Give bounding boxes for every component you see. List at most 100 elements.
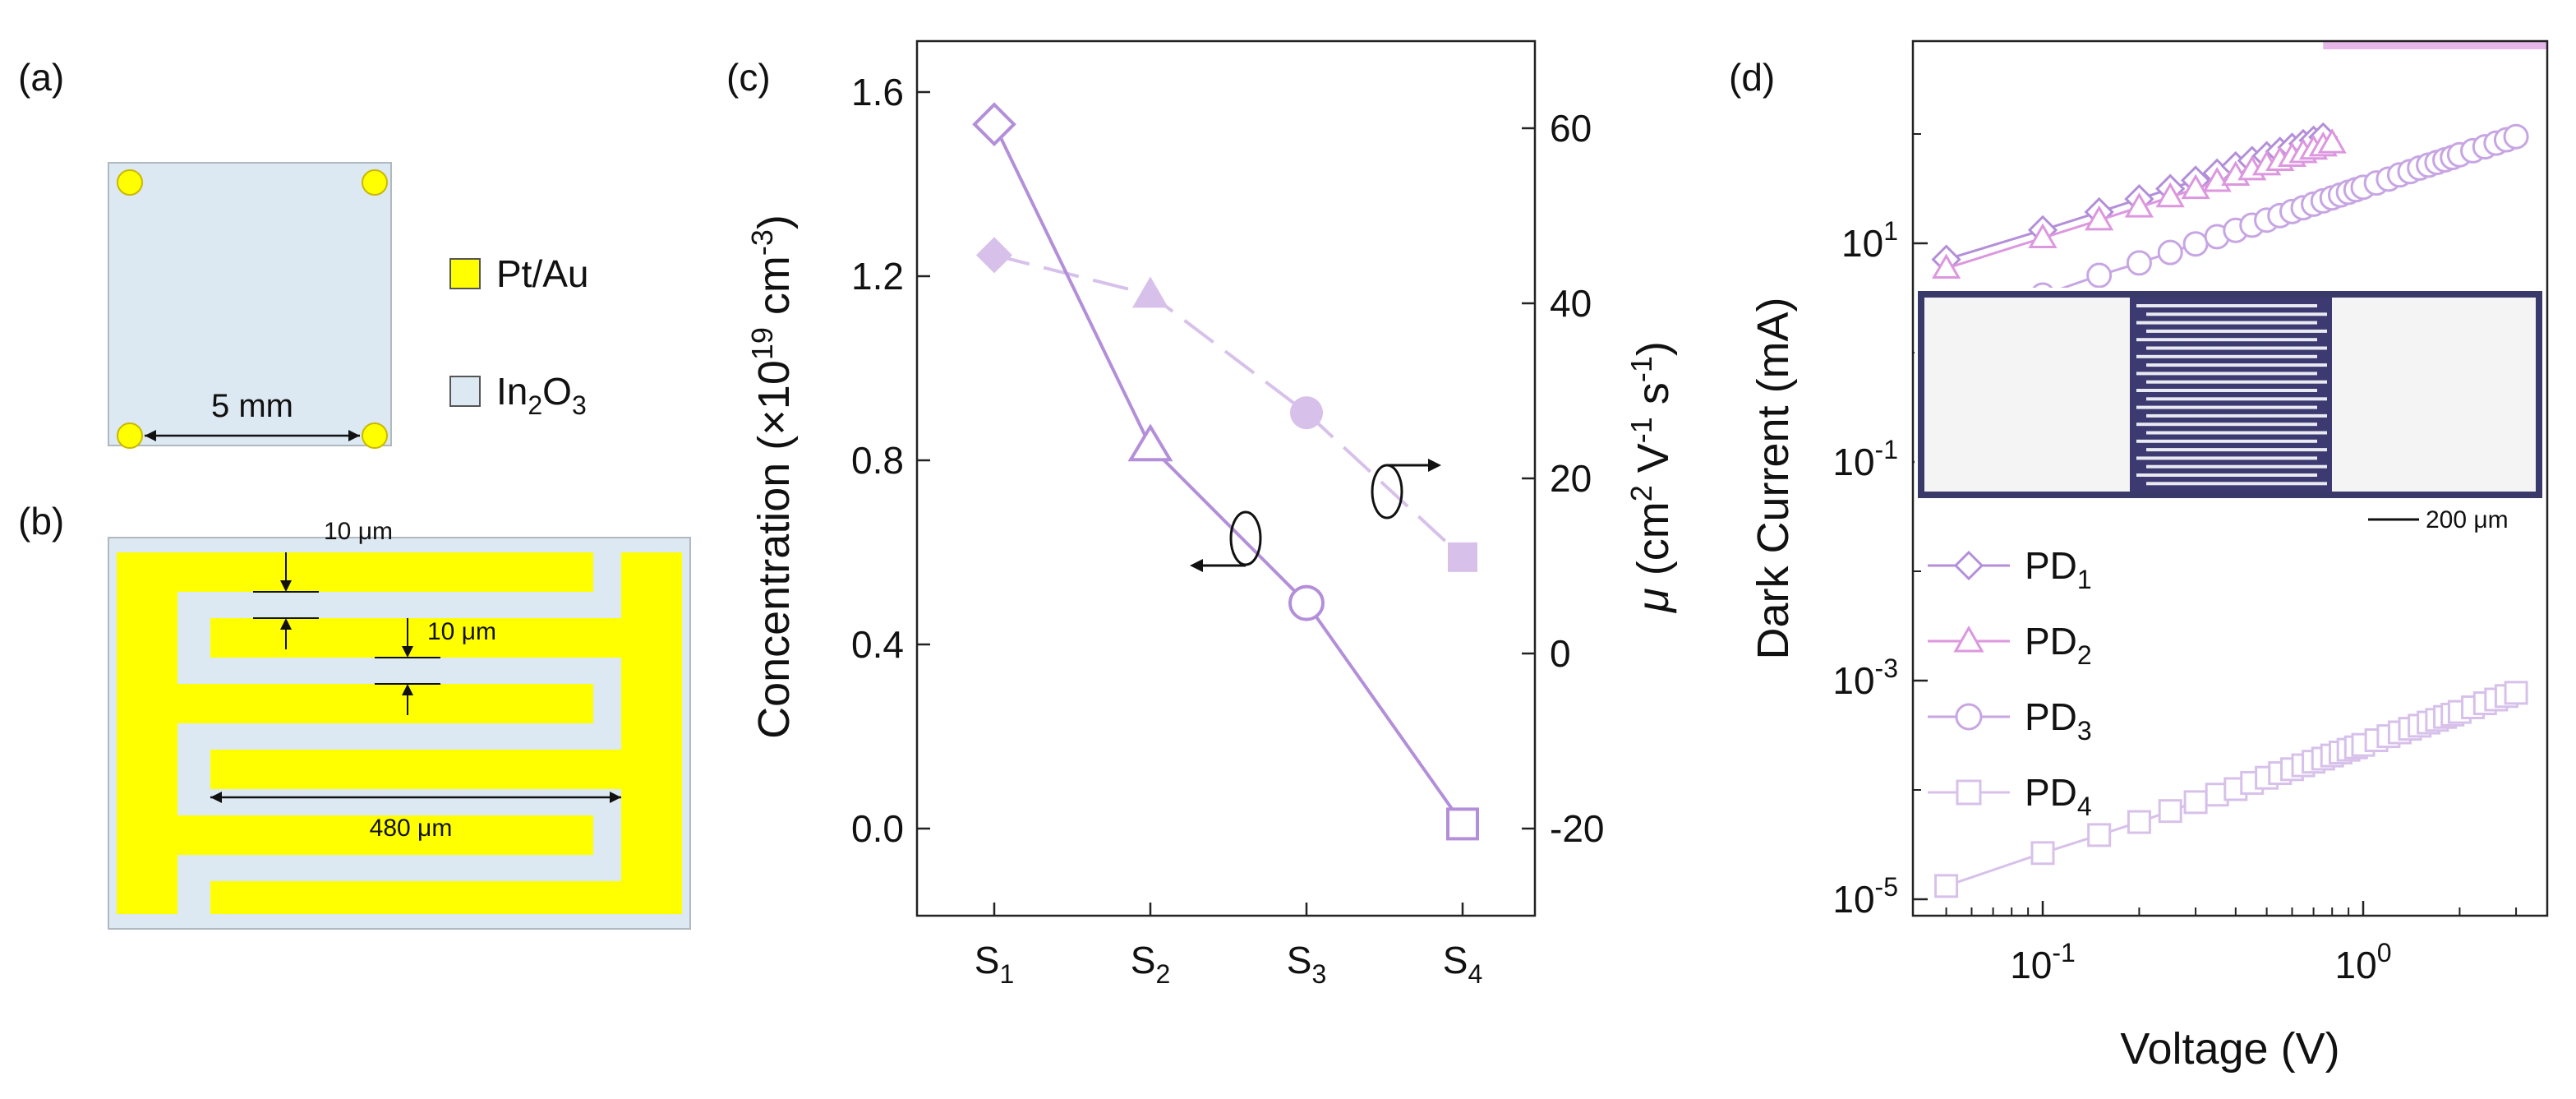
legend-swatch-in2o3 xyxy=(449,376,481,407)
ytick-right-label: 20 xyxy=(1550,457,1592,500)
chart-c-ylabel-right: μ (cm2 V-1 s-1) xyxy=(1624,341,1678,614)
inset-finger-gap xyxy=(2146,312,2327,316)
inset-finger-gap xyxy=(2136,473,2317,477)
concentration-line xyxy=(993,123,1464,825)
gap2-arrowhead-down xyxy=(402,646,413,658)
chart-d-xlabel: Voltage (V) xyxy=(2120,1024,2339,1074)
corner-contact-tl xyxy=(117,169,143,196)
ytick-right-label: -20 xyxy=(1550,807,1604,850)
xtick-label-s2: S2 xyxy=(1131,939,1170,989)
inset-finger-gap xyxy=(2146,346,2327,350)
panel-c-label: (c) xyxy=(726,56,771,99)
data-point-circle xyxy=(2503,123,2529,150)
left-finger-3 xyxy=(177,815,593,855)
inset-finger-gap xyxy=(2136,304,2317,307)
chart-c-frame xyxy=(915,39,1537,917)
data-point-square xyxy=(2030,841,2055,866)
substrate-square xyxy=(108,162,392,446)
panel-a-legend: Pt/Au In2O3 xyxy=(449,252,589,420)
chart-d-frame xyxy=(1911,39,2549,917)
legend-label-pd4: PD4 xyxy=(2025,771,2092,821)
corner-contact-br xyxy=(362,423,388,449)
panel-b-electrodes: 10 μm 10 μm 480 μm xyxy=(108,518,691,930)
right-finger-1 xyxy=(210,618,621,658)
legend-item-pd2: PD2 xyxy=(1928,620,2092,670)
chart-c-series xyxy=(972,102,1479,841)
legend-label-pt-au: Pt/Au xyxy=(496,252,589,295)
ytick-left-label: 0.8 xyxy=(851,439,904,482)
ytick-left-label: 0.0 xyxy=(851,807,904,850)
gap2-label: 10 μm xyxy=(427,618,496,645)
inset-finger-gap xyxy=(2136,372,2317,376)
inset-finger-gap xyxy=(2136,423,2317,427)
ytick-label: 10-3 xyxy=(1832,653,1898,702)
inset-micrograph: 200 μm xyxy=(1915,288,2546,533)
panel-a-device: 5 mm xyxy=(108,162,392,449)
mobility-line xyxy=(993,253,1464,559)
inset-finger-gap xyxy=(2146,397,2327,401)
xtick-label-s4: S4 xyxy=(1443,939,1482,989)
legend-item-pd4: PD4 xyxy=(1928,771,2092,821)
inset-finger-gap xyxy=(2136,405,2317,409)
legend-swatch-pt-au xyxy=(449,258,481,289)
xtick-label: 100 xyxy=(2335,938,2392,986)
mobility-point-diamond xyxy=(976,237,1012,274)
inset-finger-gap xyxy=(2136,439,2317,443)
mobility-point-square xyxy=(1448,542,1477,572)
scale-bar-label: 200 μm xyxy=(2426,506,2509,533)
chart-d-series xyxy=(1931,41,2547,898)
panel-b-label: (b) xyxy=(18,500,64,543)
ytick-right-label: 0 xyxy=(1550,632,1571,675)
data-point-triangle xyxy=(2028,223,2058,248)
ytick-label: 10-1 xyxy=(1832,435,1898,483)
dimension-label: 5 mm xyxy=(211,388,293,424)
inset-finger-gap xyxy=(2146,329,2327,333)
mobility-point-circle xyxy=(1290,396,1323,430)
length-label: 480 μm xyxy=(370,815,453,842)
data-point-triangle xyxy=(2181,173,2210,200)
inset-finger-gap xyxy=(2136,338,2317,342)
panel-d-label: (d) xyxy=(1729,56,1775,99)
legend-marker-circle xyxy=(1955,703,1983,731)
left-busbar xyxy=(117,552,177,914)
legend-label-pd3: PD3 xyxy=(2025,695,2092,746)
inset-finger-gap xyxy=(2136,354,2317,358)
gap1-arrowhead-up xyxy=(280,618,292,630)
ytick-label: 101 xyxy=(1841,216,1898,265)
legend-marker-square xyxy=(1956,779,1982,806)
data-point-square xyxy=(2183,790,2208,815)
legend-label-pd1: PD1 xyxy=(2025,544,2092,594)
data-point-triangle xyxy=(2155,182,2185,208)
corner-contact-bl xyxy=(117,423,143,449)
data-point-circle xyxy=(2182,231,2209,257)
right-busbar xyxy=(621,552,682,914)
legend-marker-diamond xyxy=(1953,550,1984,581)
data-point-circle xyxy=(2157,239,2183,266)
ytick-label: 10-5 xyxy=(1832,872,1898,921)
chart-d: 10-5 10-3 10-1 101 10-1 100 Voltage (V) … xyxy=(1749,39,2549,1074)
indicator-ellipse-left xyxy=(1229,510,1262,566)
inset-finger-gap xyxy=(2136,321,2317,325)
inset-finger-gap xyxy=(2146,482,2327,486)
data-point-triangle xyxy=(2085,205,2114,231)
data-point-square xyxy=(2504,681,2528,705)
legend-marker-triangle xyxy=(1953,625,1984,653)
legend-label-pd2: PD2 xyxy=(2025,620,2092,670)
inset-finger-gap xyxy=(2146,380,2327,384)
indicator-arrow-left-head xyxy=(1190,559,1203,572)
data-point-square xyxy=(2087,823,2112,847)
data-point-triangle xyxy=(2317,128,2347,154)
inset-finger-gap xyxy=(2136,389,2317,392)
xtick-label-s1: S1 xyxy=(975,939,1014,989)
chart-c-right-ticks: -20 0 20 40 60 xyxy=(1522,107,1604,850)
panel-a-label: (a) xyxy=(18,56,64,99)
chart-c-left-ticks: 0.0 0.4 0.8 1.2 1.6 xyxy=(851,71,930,850)
concentration-point-square xyxy=(1446,807,1479,841)
concentration-point-circle xyxy=(1288,584,1325,621)
inset-fingers xyxy=(2136,304,2327,486)
data-point-square xyxy=(1934,874,1959,898)
chart-d-ylabel: Dark Current (mA) xyxy=(1749,297,1798,659)
inset-finger-gap xyxy=(2146,413,2327,418)
inset-finger-gap xyxy=(2146,464,2327,469)
legend-item-pd3: PD3 xyxy=(1928,695,2092,746)
